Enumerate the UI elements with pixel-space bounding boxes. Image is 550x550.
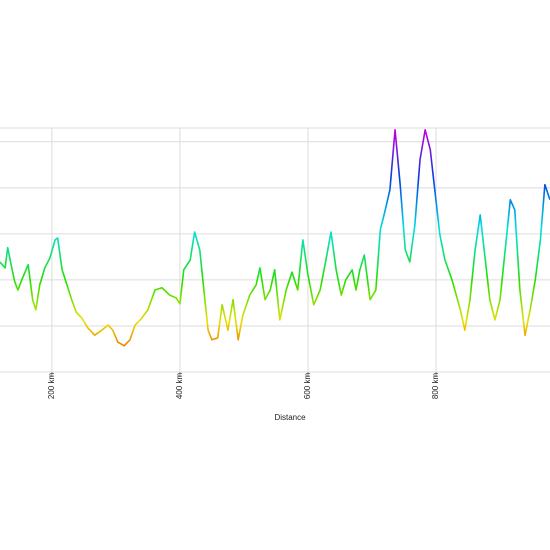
x-tick-label: 200 km (47, 373, 56, 400)
x-tick-label: 400 km (175, 373, 184, 400)
elevation-line (0, 129, 550, 347)
x-tick-label: 600 km (303, 373, 312, 400)
x-tick-label: 800 km (431, 373, 440, 400)
x-axis-title: Distance (274, 413, 306, 422)
